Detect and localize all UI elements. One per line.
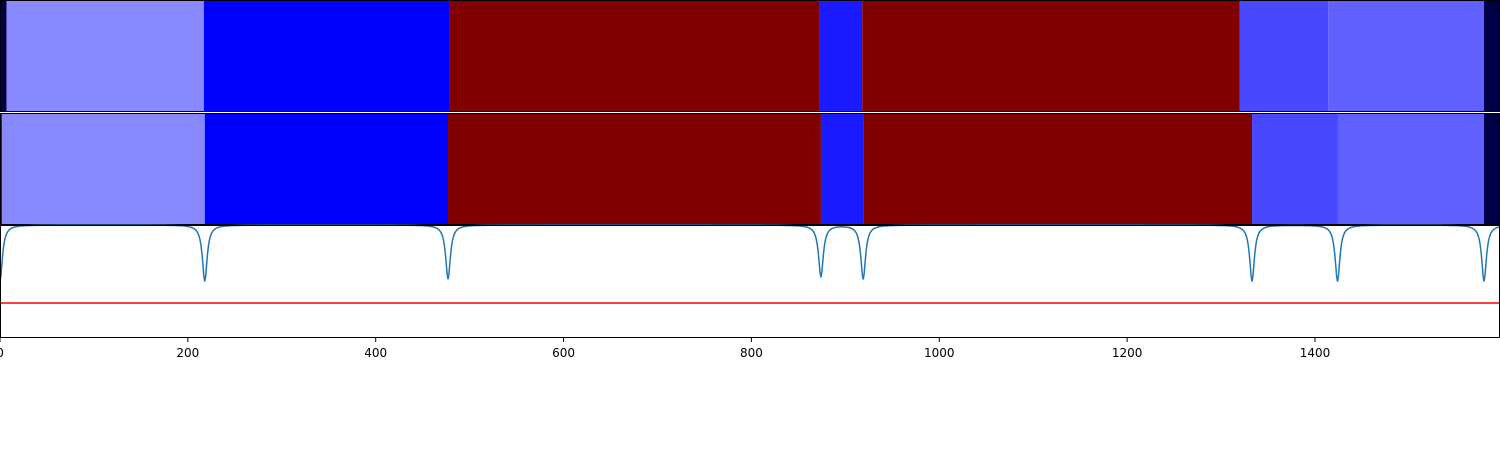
x-tick-label: 200 [176,346,199,360]
heatmap-segment [203,0,450,112]
x-tick-label: 600 [552,346,575,360]
heatmap-segment [1484,113,1500,225]
heatmap-segment [449,0,820,112]
heatmap-segment [6,0,204,112]
heatmap-segment [1337,113,1485,225]
x-tick-label: 1000 [924,346,955,360]
panel-frame [0,225,1500,338]
heatmap-segment [0,0,7,112]
x-tick-label: 800 [740,346,763,360]
heatmap-segment [820,113,864,225]
x-tick-label: 400 [364,346,387,360]
x-tick-label: 1200 [1112,346,1143,360]
heatmap-segment [863,113,1253,225]
heatmap-segment [1484,0,1500,112]
x-tick-label: 0 [0,346,4,360]
x-tick-label: 1400 [1300,346,1331,360]
heatmap-segment [862,0,1240,112]
line-panel-bottom [0,224,1500,338]
heatmap-segment [1239,0,1329,112]
heatmap-panel-middle [0,113,1500,225]
heatmap-segment [1252,113,1338,225]
heatmap-segment [448,113,821,225]
heatmap-segment [1328,0,1485,112]
heatmap-panel-top [0,0,1500,112]
x-axis-ticks: 0 200 400 600 800 1000 1200 1400 [0,338,1330,360]
heatmap-segment [1,113,205,225]
heatmap-segment [819,0,863,112]
heatmap-segment [204,113,449,225]
similarity-line [0,224,1500,282]
